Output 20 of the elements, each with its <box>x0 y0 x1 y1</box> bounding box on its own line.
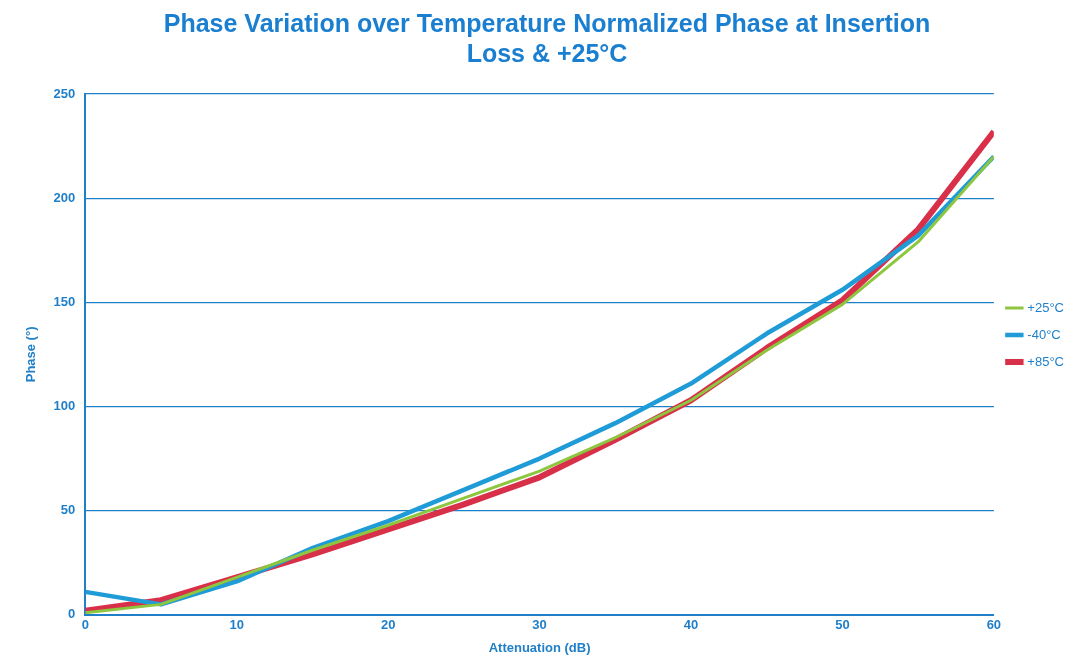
legend-label: +85°C <box>1027 353 1064 369</box>
x-tick-label: 40 <box>683 617 699 633</box>
y-tick-label: 250 <box>53 85 76 101</box>
x-tick-label: 20 <box>380 617 396 633</box>
x-tick-label: 30 <box>532 617 547 633</box>
y-tick-label: 50 <box>60 502 76 518</box>
x-tick-label: 10 <box>229 617 244 633</box>
x-tick-label: 0 <box>81 617 89 633</box>
text: Phase Variation over Temperature Normalized Phase at Insertion <box>163 8 931 37</box>
legend-label: -40°C <box>1027 326 1061 342</box>
legend-label: +25°C <box>1027 299 1064 315</box>
text: Loss & +25°C <box>466 38 628 67</box>
x-axis-title: Attenuation (dB) <box>488 639 591 655</box>
y-tick-label: 200 <box>53 189 76 205</box>
x-tick-label: 60 <box>986 617 1002 633</box>
y-tick-label: 100 <box>53 398 76 414</box>
y-axis-title: Phase (°) <box>23 326 39 383</box>
y-tick-label: 150 <box>53 293 76 309</box>
x-tick-label: 50 <box>835 617 850 633</box>
y-tick-label: 0 <box>68 606 76 622</box>
